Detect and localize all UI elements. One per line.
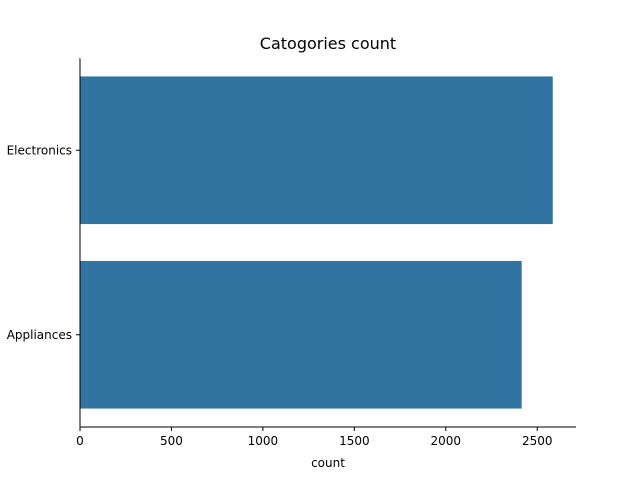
bar-appliances	[80, 260, 522, 409]
bar-electronics	[80, 76, 553, 225]
y-ticks-group: Electronics Appliances	[7, 143, 80, 342]
x-ticks-group: 0 500 1000 1500 2000 2500	[76, 427, 553, 448]
x-tick-label: 2000	[431, 434, 462, 448]
x-tick-label: 1000	[248, 434, 279, 448]
x-tick-label: 2500	[522, 434, 553, 448]
x-tick-label: 0	[76, 434, 84, 448]
x-tick-label: 1500	[339, 434, 370, 448]
y-tick-label: Electronics	[7, 143, 72, 157]
x-axis-label: count	[311, 456, 345, 470]
x-tick-label: 500	[160, 434, 183, 448]
chart-title: Catogories count	[260, 34, 396, 53]
y-tick-label: Appliances	[7, 328, 72, 342]
bars-group	[80, 76, 553, 409]
